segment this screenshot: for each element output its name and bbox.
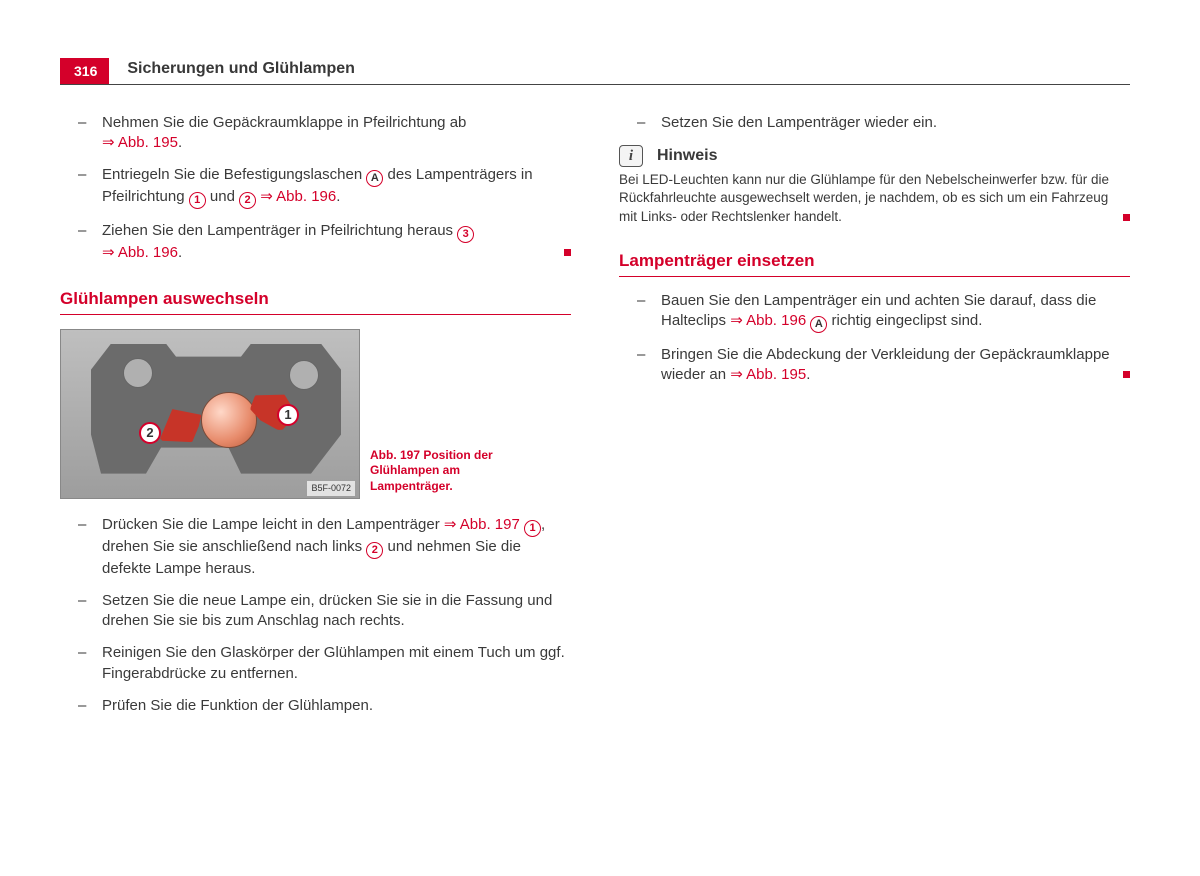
page-number: 316 [60, 58, 109, 84]
two-column-layout: – Nehmen Sie die Gepäckraumklappe in Pfe… [60, 113, 1130, 728]
step-item: – Bringen Sie die Abdeckung der Verkleid… [619, 345, 1130, 386]
marker-2: 2 [239, 192, 256, 209]
fig-ref: ⇒ Abb. 197 [444, 516, 520, 533]
note-title: Hinweis [657, 145, 717, 167]
fig-ref: ⇒ Abb. 195 [730, 366, 806, 383]
figure-code: B5F-0072 [307, 481, 355, 495]
marker-1: 1 [189, 192, 206, 209]
note-header: i Hinweis [619, 145, 1130, 167]
step-item: – Reinigen Sie den Glaskörper der Glühla… [60, 643, 571, 684]
step-item: – Drücken Sie die Lampe leicht in den La… [60, 515, 571, 579]
subheading-gluehlampen: Glühlampen auswechseln [60, 288, 571, 315]
step-item: – Bauen Sie den Lampenträger ein und ach… [619, 291, 1130, 333]
step-item: – Nehmen Sie die Gepäckraumklappe in Pfe… [60, 113, 571, 154]
subheading-lampentraeger: Lampenträger einsetzen [619, 250, 1130, 277]
marker-2: 2 [366, 542, 383, 559]
step-item: – Ziehen Sie den Lampenträger in Pfeilri… [60, 221, 571, 263]
page-header: 316 Sicherungen und Glühlampen [60, 58, 1130, 85]
fig-ref: ⇒ Abb. 196 [102, 244, 178, 261]
fig-ref: ⇒ Abb. 195 [102, 134, 178, 151]
figure-block: 1 2 B5F-0072 Abb. 197 Position der Glühl… [60, 329, 571, 499]
section-end-marker [1123, 371, 1130, 378]
marker-3: 3 [457, 226, 474, 243]
marker-a: A [810, 316, 827, 333]
step-item: – Prüfen Sie die Funktion der Glühlampen… [60, 696, 571, 716]
right-column: – Setzen Sie den Lampenträger wieder ein… [619, 113, 1130, 728]
page-container: 316 Sicherungen und Glühlampen – Nehmen … [0, 0, 1200, 768]
marker-a: A [366, 170, 383, 187]
section-end-marker [1123, 214, 1130, 221]
info-icon: i [619, 145, 643, 167]
step-text: Nehmen Sie die Gepäckraumklappe in Pfeil… [102, 114, 466, 131]
step-item: – Setzen Sie den Lampenträger wieder ein… [619, 113, 1130, 133]
figure-marker-1: 1 [277, 404, 299, 426]
figure-caption: Abb. 197 Position der Glühlampen am Lamp… [370, 448, 500, 499]
left-column: – Nehmen Sie die Gepäckraumklappe in Pfe… [60, 113, 571, 728]
section-end-marker [564, 249, 571, 256]
bulb-icon [201, 392, 257, 448]
figure-197: 1 2 B5F-0072 [60, 329, 360, 499]
note-body: Bei LED-Leuchten kann nur die Glühlampe … [619, 171, 1130, 226]
step-item: – Entriegeln Sie die Befestigungslaschen… [60, 165, 571, 209]
fig-ref: ⇒ Abb. 196 [730, 312, 810, 329]
marker-1: 1 [524, 520, 541, 537]
fig-ref: ⇒ Abb. 196 [256, 188, 336, 205]
figure-marker-2: 2 [139, 422, 161, 444]
section-title: Sicherungen und Glühlampen [127, 58, 355, 84]
step-item: – Setzen Sie die neue Lampe ein, drücken… [60, 591, 571, 632]
